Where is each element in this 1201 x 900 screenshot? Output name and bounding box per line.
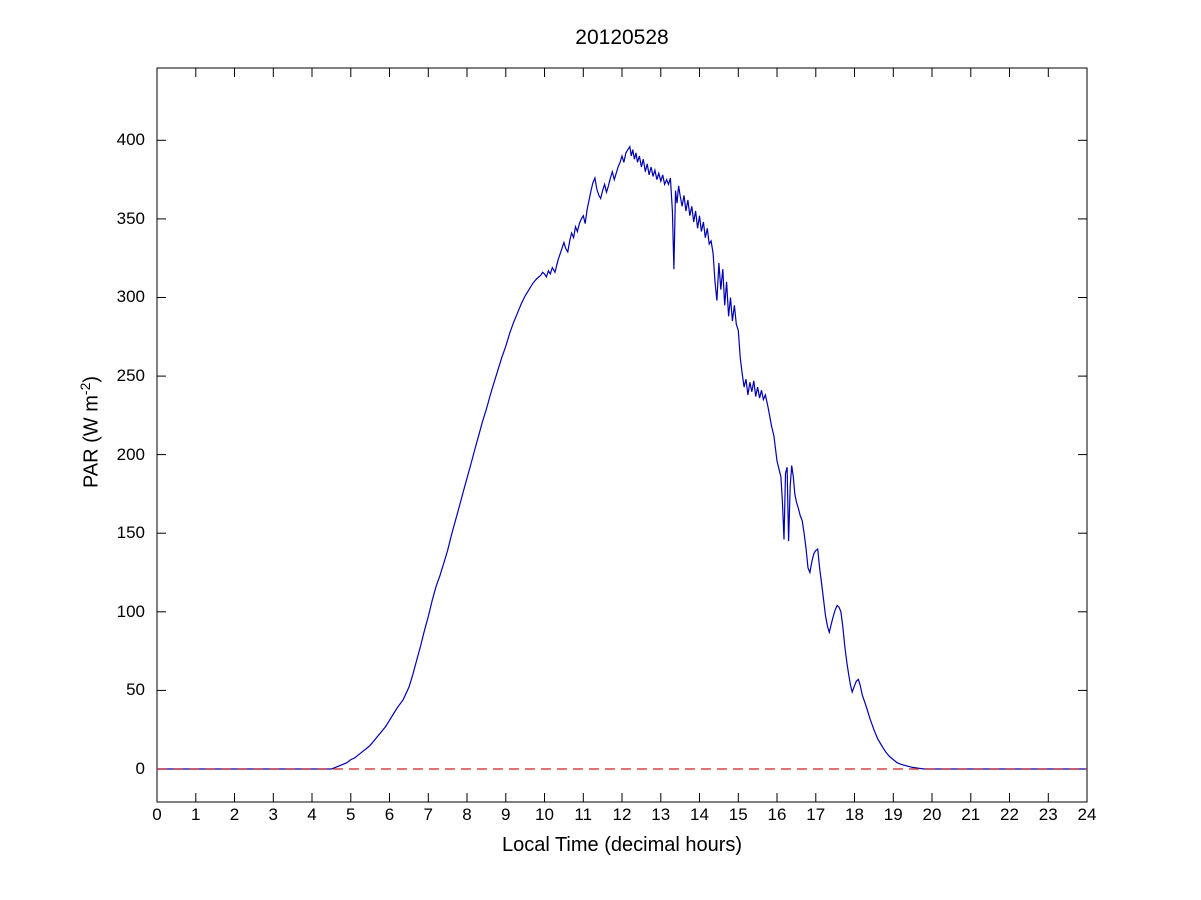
x-tick-label: 0 [152, 805, 162, 824]
y-tick-label: 350 [116, 208, 145, 228]
chart-title: 20120528 [575, 26, 669, 49]
y-tick-label: 150 [116, 523, 145, 543]
x-tick-label: 11 [574, 805, 593, 824]
y-tick-label: 0 [135, 758, 145, 778]
y-tick-label: 200 [116, 444, 145, 464]
x-tick-label: 13 [651, 805, 671, 824]
x-tick-label: 3 [268, 805, 278, 824]
x-tick-label: 8 [462, 805, 472, 824]
x-tick-label: 16 [767, 805, 787, 824]
x-tick-label: 10 [535, 805, 554, 824]
x-tick-label: 2 [229, 805, 240, 824]
x-tick-label: 15 [728, 805, 748, 824]
par-line [157, 144, 1087, 770]
y-tick-label: 300 [116, 287, 145, 307]
x-tick-label: 22 [1000, 805, 1019, 824]
x-tick-label: 7 [423, 805, 433, 824]
x-tick-label: 18 [845, 805, 864, 824]
x-tick-label: 23 [1038, 805, 1058, 824]
x-tick-label: 12 [612, 805, 632, 824]
x-tick-label: 1 [191, 805, 201, 824]
y-tick-label: 50 [126, 680, 145, 700]
y-tick-label: 250 [116, 366, 145, 386]
x-tick-label: 19 [883, 805, 903, 824]
x-tick-label: 24 [1077, 805, 1097, 824]
x-tick-label: 9 [501, 805, 511, 824]
x-tick-label: 5 [346, 805, 356, 824]
x-tick-label: 6 [384, 805, 395, 824]
x-tick-label: 20 [922, 805, 942, 824]
y-tick-label: 100 [116, 601, 145, 621]
y-tick-label: 400 [116, 130, 145, 150]
axes-frame [156, 67, 1088, 803]
x-tick-label: 4 [307, 805, 317, 824]
x-tick-label: 17 [806, 805, 826, 824]
x-tick-label: 21 [961, 805, 981, 824]
x-tick-label: 14 [690, 805, 709, 824]
x-axis-label: Local Time (decimal hours) [501, 834, 743, 856]
